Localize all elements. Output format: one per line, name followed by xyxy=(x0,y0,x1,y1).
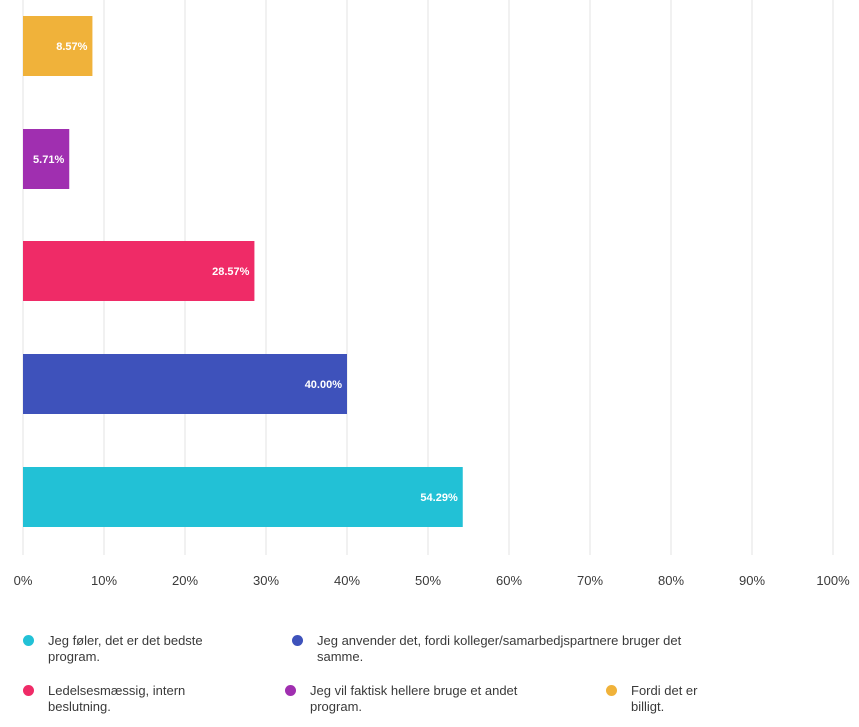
bar-value-label: 54.29% xyxy=(420,492,458,504)
bar xyxy=(23,129,70,189)
x-tick-label: 30% xyxy=(253,573,279,588)
legend-label: Ledelsesmæssig, intern beslutning. xyxy=(48,683,186,714)
bar-value-label: 40.00% xyxy=(305,379,343,391)
bar-value-label: 5.71% xyxy=(33,154,64,166)
legend-label: Jeg vil faktisk hellere bruge et andet p… xyxy=(310,683,518,714)
bar xyxy=(23,354,347,414)
x-tick-label: 40% xyxy=(334,573,360,588)
legend-item: Jeg vil faktisk hellere bruge et andet p… xyxy=(285,683,517,715)
legend-item: Ledelsesmæssig, intern beslutning. xyxy=(23,683,185,715)
legend-label: Jeg føler, det er det bedste program. xyxy=(48,633,203,664)
legend-item: Jeg anvender det, fordi kolleger/samarbe… xyxy=(292,633,681,665)
x-tick-label: 70% xyxy=(577,573,603,588)
legend-item: Jeg føler, det er det bedste program. xyxy=(23,633,203,665)
legend-swatch-icon xyxy=(292,635,303,646)
legend-item: Fordi det er billigt. xyxy=(606,683,697,715)
legend-label: Fordi det er billigt. xyxy=(631,683,698,714)
x-axis-ticks: 0% 10% 20% 30% 40% 50% 60% 70% 80% 90% 100% xyxy=(14,573,850,588)
legend-swatch-icon xyxy=(285,685,296,696)
bar-value-label: 8.57% xyxy=(56,41,87,53)
x-tick-label: 60% xyxy=(496,573,522,588)
x-tick-label: 0% xyxy=(14,573,33,588)
legend-swatch-icon xyxy=(23,685,34,696)
legend-swatch-icon xyxy=(606,685,617,696)
x-tick-label: 50% xyxy=(415,573,441,588)
bars xyxy=(23,16,463,527)
x-tick-label: 90% xyxy=(739,573,765,588)
x-tick-label: 10% xyxy=(91,573,117,588)
x-tick-label: 20% xyxy=(172,573,198,588)
gridlines xyxy=(22,0,834,555)
x-tick-label: 100% xyxy=(816,573,850,588)
bar-value-labels: 8.57% 5.71% 28.57% 40.00% 54.29% xyxy=(33,41,458,504)
legend-swatch-icon xyxy=(23,635,34,646)
bar xyxy=(23,241,255,301)
bar-value-label: 28.57% xyxy=(212,266,250,278)
legend-label: Jeg anvender det, fordi kolleger/samarbe… xyxy=(317,633,682,664)
bar xyxy=(23,467,463,527)
bar xyxy=(23,16,93,76)
bar-chart: 8.57% 5.71% 28.57% 40.00% 54.29% 0% 10% 20% 30%… xyxy=(14,0,850,588)
x-tick-label: 80% xyxy=(658,573,684,588)
